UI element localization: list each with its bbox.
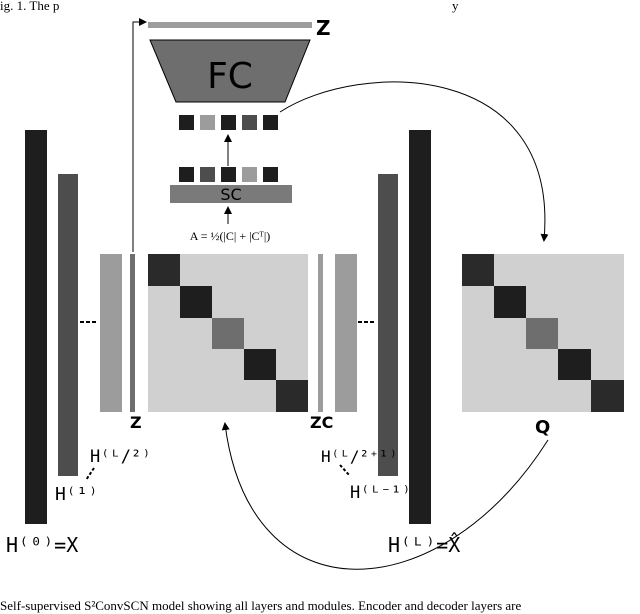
header-text: ig. 1. The p — [0, 0, 59, 13]
figure-caption: Self-supervised S²ConvSCN model showing … — [0, 598, 521, 613]
matrix-block — [244, 349, 276, 380]
matrix-block — [212, 318, 244, 349]
q-block — [526, 318, 558, 349]
q-label: Q — [535, 417, 550, 438]
z-layer — [130, 254, 135, 412]
zc-label: ZC — [310, 413, 333, 432]
fc-input-squares — [179, 115, 278, 130]
square — [179, 115, 194, 130]
sc-layer — [170, 185, 292, 203]
affinity-formula: A = ½(|C| + |Cᵀ|) — [190, 229, 271, 243]
square — [242, 167, 257, 182]
hL21-label: H⁽ᴸ/²⁺¹⁾ — [321, 447, 398, 466]
hL-label: H⁽ᴸ⁾=X̂ — [388, 532, 460, 557]
decoder-layer-l21 — [335, 254, 357, 412]
q-block — [462, 254, 494, 286]
hL1-label: H⁽ᴸ⁻¹⁾ — [350, 483, 411, 503]
matrix-block — [148, 254, 180, 286]
encoder-input-layer — [25, 130, 47, 524]
hL2-label: H⁽ᴸ/²⁾ — [90, 447, 151, 467]
z-mid-label: Z — [130, 413, 142, 432]
fc-label: FC — [207, 56, 253, 97]
q-block — [494, 286, 526, 318]
square — [200, 115, 215, 130]
header-text-right: y — [452, 0, 459, 13]
matrix-block — [276, 380, 308, 412]
square — [221, 167, 236, 182]
sc-label: SC — [220, 185, 241, 204]
encoder-layer-l2 — [100, 254, 122, 412]
matrix-block — [180, 286, 212, 318]
fc-layer — [149, 39, 311, 103]
z-top-bar — [148, 22, 312, 28]
square — [263, 115, 278, 130]
sc-output-squares — [179, 167, 278, 182]
hL2-dash — [85, 467, 95, 481]
q-matrix — [462, 254, 624, 412]
square — [242, 115, 257, 130]
q-block — [558, 349, 591, 380]
q-block — [591, 380, 624, 412]
h1-label: H⁽¹⁾ — [55, 484, 98, 505]
square — [200, 167, 215, 182]
z-top-label: Z — [316, 16, 331, 40]
q-to-matrix-arrow — [221, 422, 549, 570]
decoder-output-layer — [409, 130, 431, 524]
z-to-fc-arrow — [132, 18, 147, 252]
coefficient-matrix — [148, 254, 308, 412]
square — [179, 167, 194, 182]
h0-label: H⁽⁰⁾=X — [6, 533, 78, 557]
square — [221, 115, 236, 130]
zc-layer — [318, 254, 323, 412]
fc-to-q-arrow — [279, 81, 549, 242]
square — [263, 167, 278, 182]
hL21-dash — [339, 464, 351, 477]
decoder-layer-l1 — [378, 174, 398, 476]
encoder-layer-1 — [58, 174, 78, 476]
